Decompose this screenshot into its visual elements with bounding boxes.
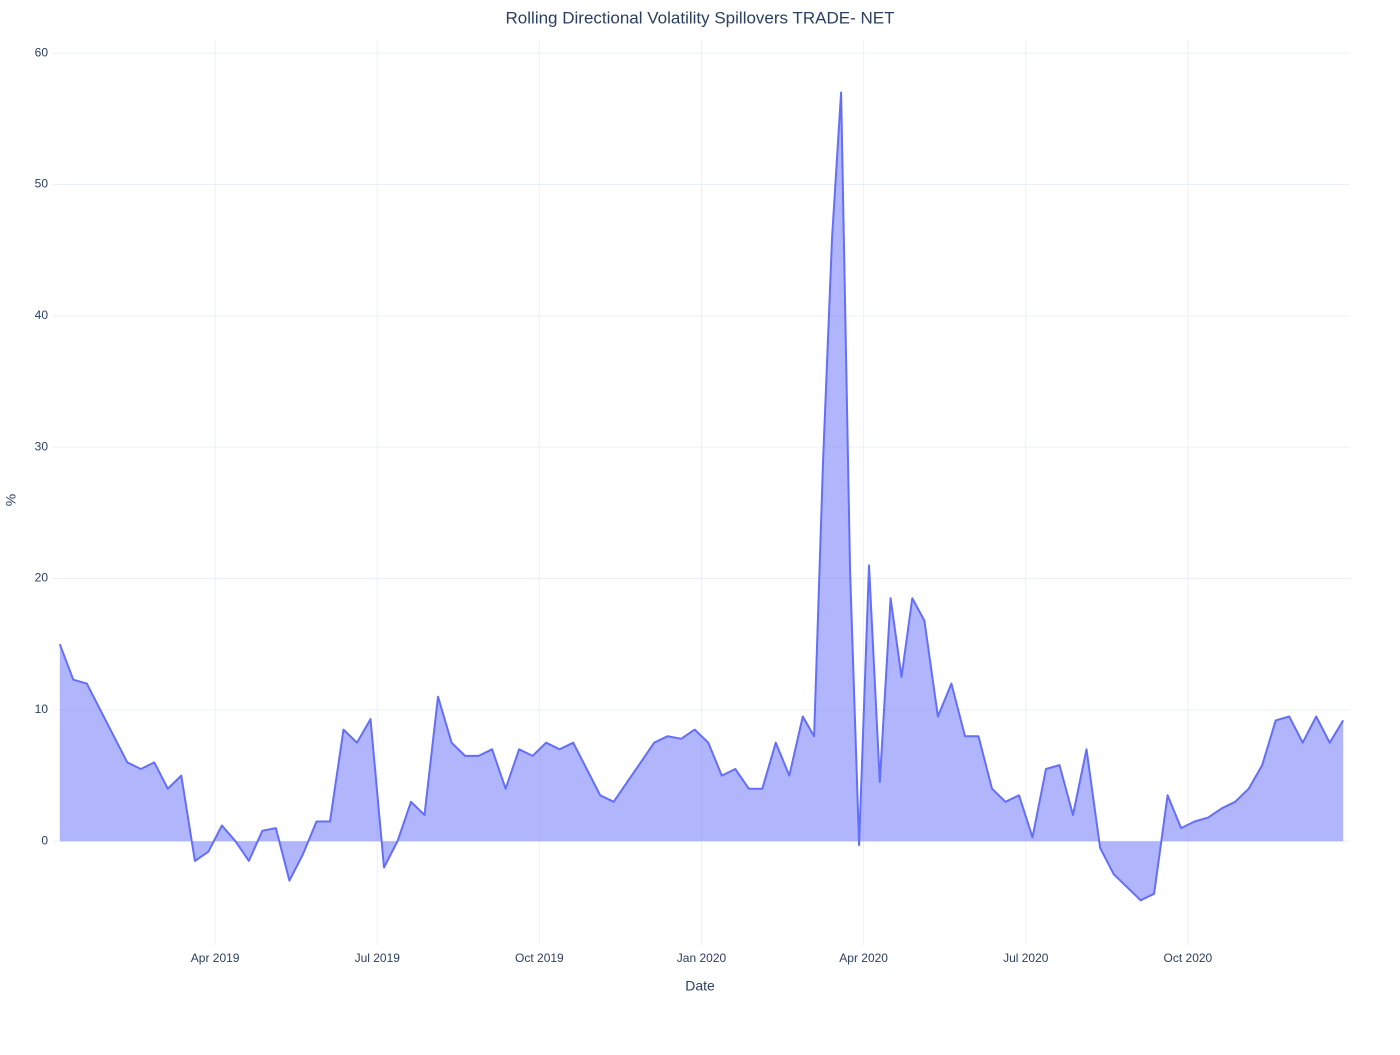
grid [53,40,1350,945]
y-tick-label: 0 [41,833,48,847]
y-tick-label: 30 [35,439,49,453]
x-axis-title: Date [685,978,715,994]
labels: Rolling Directional Volatility Spillover… [3,8,1213,993]
x-tick-label: Oct 2019 [515,951,564,965]
y-tick-label: 10 [35,702,49,716]
x-tick-label: Apr 2020 [839,951,888,965]
line [58,91,1345,902]
x-tick-label: Jan 2020 [677,951,727,965]
y-axis-title: % [3,494,19,506]
y-tick-label: 50 [35,177,49,191]
x-tick-label: Oct 2020 [1164,951,1213,965]
x-tick-label: Apr 2019 [191,951,240,965]
chart-title: Rolling Directional Volatility Spillover… [506,8,895,27]
x-tick-label: Jul 2020 [1003,951,1049,965]
y-tick-label: 20 [35,571,49,585]
y-tick-label: 40 [35,308,49,322]
x-tick-label: Jul 2019 [355,951,401,965]
y-tick-label: 60 [35,45,49,59]
marks [58,91,1345,902]
